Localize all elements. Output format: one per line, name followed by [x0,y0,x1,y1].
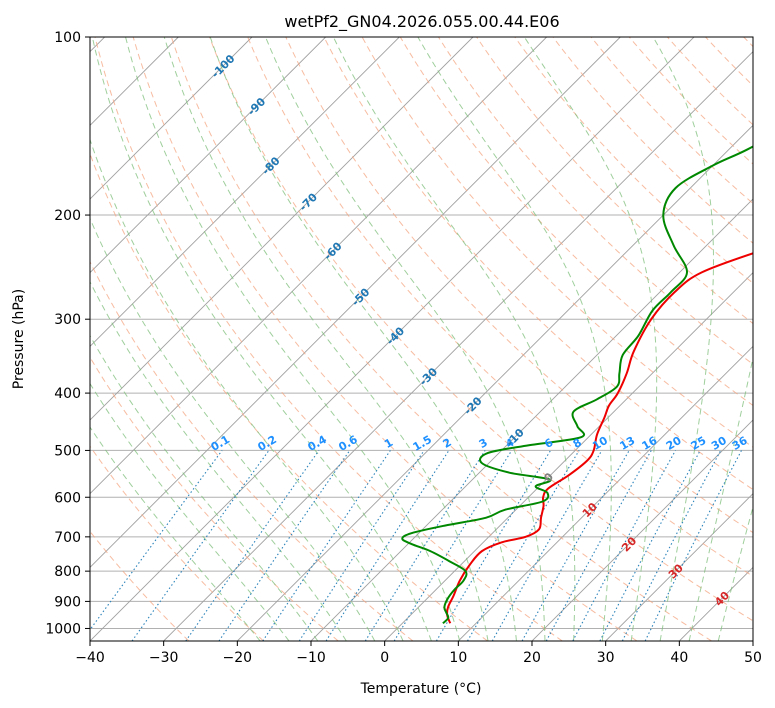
y-tick-label: 700 [54,530,81,546]
x-axis-label: Temperature (°C) [360,681,482,697]
y-tick-label: 300 [54,312,81,328]
dry-adiabat [90,260,414,641]
x-tick-label: 50 [744,650,762,666]
isotherm [163,51,753,641]
x-tick-label: 10 [449,650,467,666]
x-tick-label: 30 [597,650,615,666]
moist-adiabat [90,138,404,641]
dry-adiabat [514,37,753,284]
y-tick-label: 100 [54,30,81,46]
x-tick-label: −20 [223,650,253,666]
dry-adiabat [323,37,753,491]
moist-adiabat [90,334,319,641]
plot-frame [89,36,754,642]
mixing-ratio-line [262,450,391,641]
y-tick-label: 200 [54,208,81,224]
dry-adiabat [94,37,563,641]
background-lines [90,37,753,641]
mixing-ratio-line [393,450,513,641]
mixing-ratio-line [572,450,677,641]
dry-adiabat [209,37,753,622]
axes: −40 −30 −20 −10 0 10 20 30 40 50 100 200 300 400 500 60… [45,30,762,666]
mixing-ratio-line [325,450,450,641]
mixing-ratio-line [90,450,223,631]
temperature-profile [446,252,753,624]
isotherm [90,37,695,641]
x-tick-label: 20 [523,650,541,666]
moist-adiabat [91,37,432,641]
moist-adiabat [332,37,576,641]
isotherm [605,493,753,641]
mixing-ratio-line [621,450,722,641]
x-tick-label: −40 [75,650,105,666]
moist-adiabat [163,37,489,641]
moist-adiabat [417,37,612,641]
y-tick-label: 900 [54,594,81,610]
mixing-ratio-line [521,450,630,641]
mixing-ratio-line [545,450,652,641]
dry-adiabat [170,37,712,641]
isotherm [90,37,621,568]
moist-adiabat [652,37,714,641]
dry-adiabat [476,37,753,325]
x-tick-label: 0 [380,650,389,666]
dry-adiabat [247,37,753,577]
isotherm [90,37,253,200]
x-tick-label: 40 [670,650,688,666]
moist-adiabat [523,37,658,641]
moist-adiabat [90,280,347,641]
x-tick-label: −30 [149,650,179,666]
moist-adiabat [90,382,290,641]
moist-adiabat [90,426,261,641]
isotherm [237,124,753,641]
x-tick-label: −10 [296,650,326,666]
y-tick-label: 800 [54,564,81,580]
moist-adiabat [90,217,376,641]
moist-adiabat [265,37,546,641]
y-tick-label: 400 [54,386,81,402]
mixing-ratio-line [644,450,742,641]
mixing-ratio-line [298,450,425,641]
y-axis-label: Pressure (hPa) [11,289,27,389]
moist-adiabat [209,37,517,641]
chart-title: wetPf2_GN04.2026.055.00.44.E06 [284,12,559,32]
dry-adiabat [90,356,339,641]
mixing-ratio-line [185,450,320,641]
isotherm [90,37,400,347]
dry-adiabat [90,445,264,641]
moist-adiabat [717,505,753,641]
y-tick-label: 600 [54,490,81,506]
moist-adiabat [688,355,753,641]
dry-adiabat [285,37,753,534]
isotherm [531,419,753,641]
mixing-ratio-line [218,450,351,641]
isotherm [384,272,753,641]
isotherm [90,37,326,274]
isotherm [90,37,547,495]
y-tick-label: 1000 [45,621,81,637]
mixing-ratio-line [131,450,270,641]
isotherm [458,345,753,641]
isotherm [90,37,474,421]
y-tick-label: 500 [54,443,81,459]
profiles [401,145,753,625]
dewpoint-profile [401,145,753,625]
